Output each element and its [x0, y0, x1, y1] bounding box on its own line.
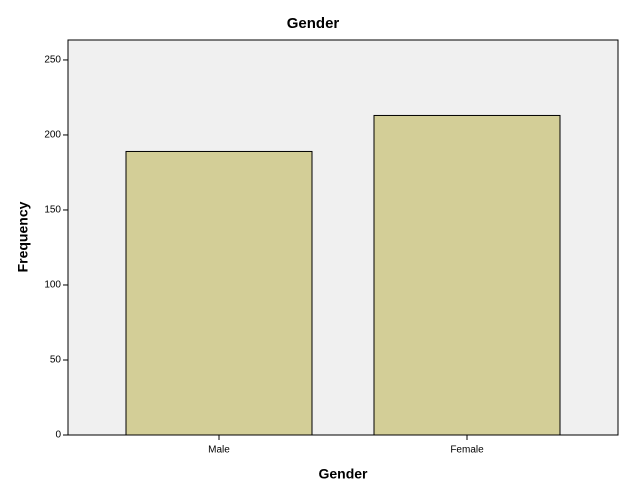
- y-tick-label: 250: [44, 55, 61, 66]
- y-tick-label: 200: [44, 130, 61, 141]
- chart-title: Gender: [287, 15, 340, 32]
- bar: [373, 114, 561, 436]
- y-tick-label: 0: [55, 430, 61, 441]
- y-axis-title: Frequency: [15, 201, 31, 272]
- y-tick-label: 150: [44, 205, 61, 216]
- bar: [125, 150, 313, 436]
- x-tick-label: Male: [208, 445, 230, 456]
- y-tick-label: 100: [44, 280, 61, 291]
- x-tick-label: Female: [450, 445, 484, 456]
- y-tick-label: 50: [50, 355, 62, 366]
- x-axis-title: Gender: [318, 466, 368, 482]
